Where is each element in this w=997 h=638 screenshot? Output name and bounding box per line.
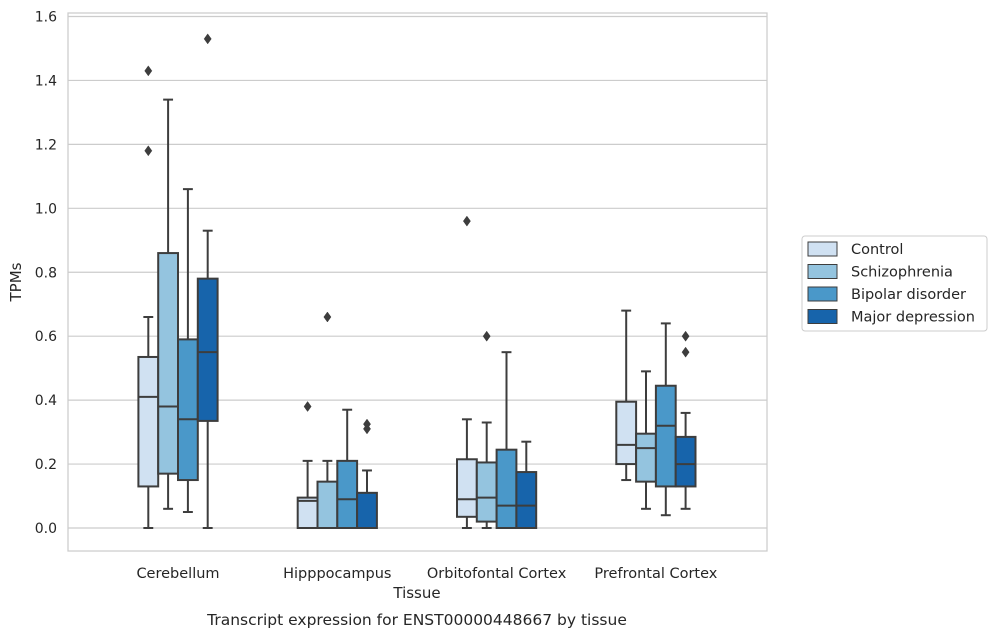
legend-label: Major depression <box>851 310 975 326</box>
box-body <box>336 459 359 530</box>
x-tick-labels: Cerebellum Hipppocampus Orbitofontal Corte… <box>136 566 717 582</box>
legend-frame <box>801 235 988 332</box>
box-body <box>296 496 319 530</box>
box-major-depression <box>674 330 697 510</box>
y-axis-label: TPMs <box>7 262 25 302</box>
outlier-point <box>681 330 690 342</box>
box-body <box>356 491 378 530</box>
box-body <box>316 480 339 530</box>
y-tick-label: 1.2 <box>35 137 57 153</box>
box-major-depression <box>356 418 378 530</box>
box-major-depression <box>196 33 219 529</box>
outlier-point <box>323 311 332 323</box>
box-control <box>137 65 160 529</box>
legend-swatch <box>807 286 838 302</box>
legend-swatch <box>807 309 838 324</box>
box-schizophrenia <box>157 98 179 510</box>
y-tick-label: 0.8 <box>35 265 57 281</box>
box-bipolar-disorder <box>177 188 199 514</box>
y-tick-label: 0.6 <box>35 329 57 345</box>
box-body <box>674 435 697 488</box>
box-body <box>615 400 638 466</box>
chart-caption: Transcript expression for ENST0000044866… <box>206 611 627 629</box>
legend-swatch <box>807 241 838 257</box>
y-tick-label: 0.4 <box>35 393 57 409</box>
box-major-depression <box>515 440 538 529</box>
x-axis-label: Tissue <box>392 584 440 602</box>
outlier-point <box>681 346 690 358</box>
outlier-point <box>203 33 212 45</box>
legend-label: Bipolar disorder <box>851 287 966 303</box>
y-tick-label: 1.6 <box>35 10 57 26</box>
box-bipolar-disorder <box>495 351 518 530</box>
y-tick-label: 1.0 <box>35 201 57 217</box>
x-tick-label: Cerebellum <box>136 566 219 582</box>
x-tick-label: Prefrontal Cortex <box>594 566 717 582</box>
box-body <box>654 384 677 488</box>
box-control <box>296 401 319 530</box>
box-body <box>177 338 199 482</box>
box-body <box>196 277 219 422</box>
legend-label: Control <box>851 242 903 258</box>
box-control <box>456 215 478 529</box>
box-schizophrenia <box>475 330 498 529</box>
y-tick-labels: 0.0 0.2 0.4 0.6 0.8 1.0 1.2 1.4 1.6 <box>35 10 57 538</box>
box-body <box>456 458 478 518</box>
box-body <box>635 432 657 483</box>
outlier-point <box>363 418 371 430</box>
box-body <box>495 448 518 530</box>
outlier-point <box>462 215 471 227</box>
outlier-point <box>144 65 153 77</box>
y-tick-label: 0.2 <box>35 457 57 473</box>
box-body <box>515 471 538 529</box>
outlier-point <box>303 401 312 412</box>
y-tick-label: 1.4 <box>35 73 57 89</box>
x-tick-label: Hipppocampus <box>283 566 391 582</box>
x-tick-label: Orbitofontal Cortex <box>427 566 567 582</box>
outlier-point <box>144 145 153 157</box>
y-tick-label: 0.0 <box>35 521 57 537</box>
box-body <box>157 252 179 475</box>
outlier-point <box>482 330 491 342</box>
box-schizophrenia <box>316 311 339 530</box>
box-bipolar-disorder <box>336 408 359 530</box>
plot-frame <box>67 12 768 552</box>
box-body <box>137 355 160 488</box>
box-schizophrenia <box>635 370 657 510</box>
legend: Control Schizophrenia Bipolar disorder Majo… <box>801 235 988 332</box>
legend-label: Schizophrenia <box>851 265 953 281</box>
legend-swatch <box>807 264 838 279</box>
boxes <box>137 33 697 530</box>
box-body <box>475 461 498 523</box>
box-bipolar-disorder <box>654 322 677 517</box>
